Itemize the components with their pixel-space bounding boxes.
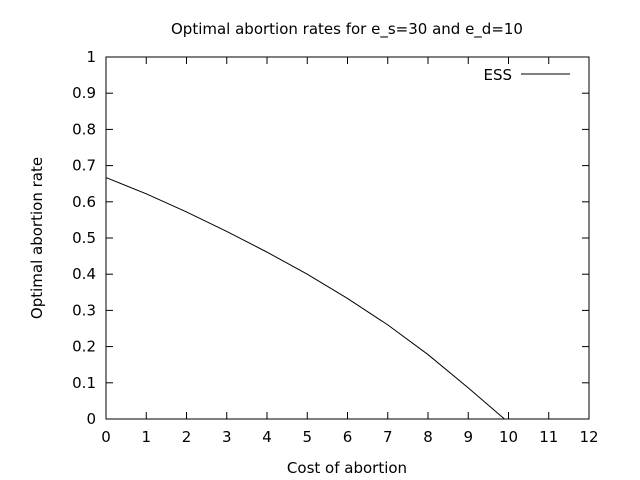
x-tick-label: 3 (222, 428, 232, 446)
x-tick-label: 4 (262, 428, 272, 446)
y-tick-label: 0.2 (72, 338, 96, 356)
y-tick-label: 0.6 (72, 193, 96, 211)
x-axis-label: Cost of abortion (287, 459, 407, 477)
x-tick-label: 2 (182, 428, 192, 446)
x-tick-label: 11 (539, 428, 558, 446)
y-tick-label: 0.4 (72, 265, 96, 283)
x-tick-label: 1 (141, 428, 151, 446)
y-tick-label: 0.3 (72, 301, 96, 319)
series-line-ess (105, 177, 505, 420)
x-tick-label: 8 (423, 428, 433, 446)
x-tick-label: 9 (463, 428, 473, 446)
series-layer (105, 177, 505, 420)
y-axis-label: Optimal abortion rate (28, 157, 46, 319)
legend: ESS (483, 66, 570, 84)
x-tick-label: 0 (101, 428, 111, 446)
y-tick-label: 0.7 (72, 157, 96, 175)
x-tick-label: 6 (343, 428, 353, 446)
y-axis: 0 0.1 0.2 0.3 0.4 0.5 0.6 0.7 0.8 0.9 1 (72, 48, 589, 428)
legend-label-ess: ESS (483, 66, 512, 84)
y-tick-label: 0 (86, 410, 96, 428)
y-tick-label: 0.5 (72, 229, 96, 247)
y-tick-label: 1 (86, 48, 96, 66)
x-tick-label: 7 (383, 428, 393, 446)
x-tick-label: 12 (579, 428, 598, 446)
x-tick-label: 10 (499, 428, 518, 446)
chart-title: Optimal abortion rates for e_s=30 and e_… (171, 20, 523, 39)
y-tick-label: 0.8 (72, 120, 96, 138)
y-tick-label: 0.1 (72, 374, 96, 392)
x-axis: 0 1 2 3 4 5 6 7 8 9 10 11 12 (101, 57, 599, 446)
x-tick-label: 5 (302, 428, 312, 446)
plot-area-border (105, 56, 590, 420)
y-tick-label: 0.9 (72, 84, 96, 102)
